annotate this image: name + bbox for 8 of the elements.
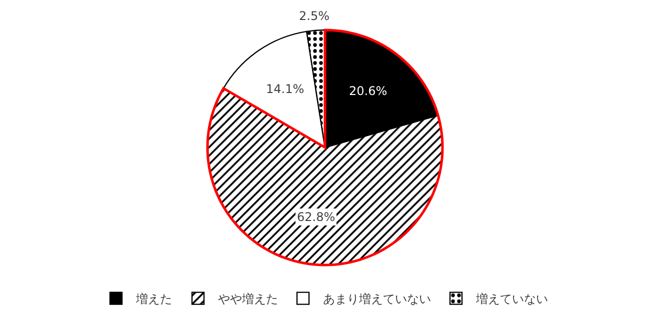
legend-label: 増えた	[135, 292, 172, 306]
data-label: 14.1%	[266, 82, 304, 96]
legend-label: 増えていない	[475, 292, 548, 306]
data-label: 20.6%	[349, 84, 388, 98]
legend-label: あまり増えていない	[323, 292, 431, 306]
data-label: 62.8%	[297, 210, 336, 224]
data-label: 2.5%	[299, 9, 330, 23]
legend-label: やや増えた	[218, 292, 278, 306]
